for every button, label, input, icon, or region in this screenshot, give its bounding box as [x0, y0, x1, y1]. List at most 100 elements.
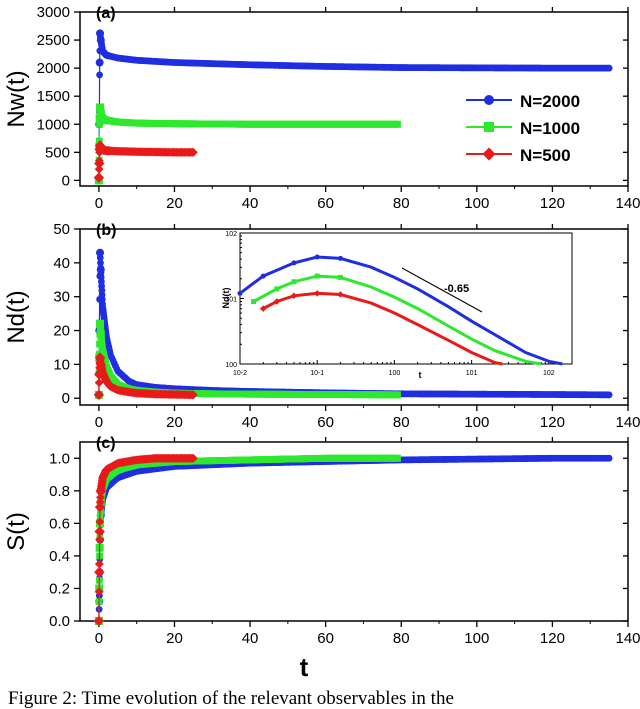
data-point — [95, 535, 104, 545]
data-point — [605, 64, 613, 72]
x-tick-label: 120 — [540, 195, 565, 212]
panel-label: (c) — [96, 435, 116, 452]
legend-marker — [482, 147, 496, 161]
slope-annotation: -0.65 — [444, 283, 469, 295]
x-tick-label: 120 — [540, 630, 565, 647]
inset-y-tick-label: 101 — [225, 297, 237, 304]
inset-x-tick-label: 10-2 — [233, 370, 247, 377]
y-axis-label: Nw(t) — [3, 70, 30, 127]
y-tick-label: 1500 — [37, 88, 70, 105]
data-point — [94, 526, 105, 537]
legend-label: N=500 — [520, 146, 571, 165]
x-tick-label: 40 — [242, 414, 259, 431]
inset-y-tick-label: 100 — [225, 362, 237, 369]
data-point — [94, 378, 104, 388]
data-point — [96, 36, 105, 45]
data-point — [96, 109, 105, 118]
x-tick-label: 100 — [464, 414, 489, 431]
x-tick-label: 20 — [166, 630, 183, 647]
data-point — [394, 454, 401, 462]
data-point — [605, 454, 613, 462]
series-N=500 — [93, 352, 198, 401]
data-point — [97, 259, 104, 267]
series-N=1000 — [94, 103, 401, 185]
inset-data-point — [291, 260, 297, 266]
inset: 10-2 10-1 100 101 102 100 101 102 Nd(t) t -0.65 — [221, 231, 573, 380]
data-point — [96, 492, 105, 502]
series-N=2000 — [94, 454, 613, 625]
y-tick-label: 2500 — [37, 32, 70, 49]
inset-x-label: t — [419, 370, 422, 380]
data-point — [96, 248, 105, 257]
inset-series-N=1000 — [251, 273, 542, 366]
data-point — [394, 120, 401, 128]
data-point — [95, 58, 104, 67]
y-tick-label: 0.4 — [49, 548, 70, 565]
inset-data-point — [251, 298, 257, 304]
inset-y-tick-label: 102 — [225, 231, 237, 238]
legend-label: N=2000 — [520, 92, 580, 111]
y-tick-label: 0 — [62, 172, 70, 189]
x-tick-label: 60 — [317, 414, 334, 431]
inset-x-tick-label: 101 — [466, 370, 478, 377]
panel-b: 0 20 40 60 80 100 120 140 0 10 20 30 40 50 Nd(t) (b) — [3, 221, 640, 431]
y-tick-label: 0 — [62, 390, 70, 407]
slope-reference-line — [401, 267, 483, 313]
series-line — [98, 457, 398, 622]
data-point — [96, 71, 103, 79]
inset-data-point — [274, 286, 280, 292]
inset-data-point — [314, 254, 320, 260]
legend-label: N=1000 — [520, 119, 580, 138]
panel-c: 0 20 40 60 80 100 120 140 0.0 0.2 0.4 0.6 0.8 1.0 S(t)… — [3, 435, 640, 682]
inset-x-tick-label: 10-1 — [310, 370, 324, 377]
x-tick-label: 60 — [317, 630, 334, 647]
data-point — [95, 143, 106, 154]
y-tick-label: 50 — [53, 221, 70, 238]
inset-data-point — [337, 255, 343, 261]
x-tick-label: 140 — [615, 414, 640, 431]
figure: 0 20 40 60 80 100 120 1400500100015002000250030… — [3, 4, 640, 682]
inset-frame — [239, 232, 573, 365]
x-tick-label: 80 — [393, 630, 410, 647]
y-tick-label: 2000 — [37, 60, 70, 77]
inset-series-line — [239, 255, 563, 366]
inset-data-point — [259, 305, 267, 312]
data-point — [94, 352, 106, 363]
panel-label: (b) — [96, 222, 116, 239]
data-point — [94, 164, 104, 174]
inset-data-point — [313, 290, 321, 297]
data-point — [95, 485, 106, 497]
y-tick-label: 1000 — [37, 116, 70, 133]
figure-caption: Figure 2: Time evolution of the relevant… — [8, 688, 454, 709]
data-point — [188, 453, 198, 463]
x-axis-label: t — [300, 652, 309, 682]
x-tick-label: 0 — [95, 195, 103, 212]
y-tick-label: 3000 — [37, 4, 70, 21]
data-point — [94, 501, 106, 513]
data-point — [96, 319, 105, 328]
inset-x-tick-label: 100 — [389, 370, 401, 377]
x-tick-label: 80 — [393, 195, 410, 212]
y-tick-label: 0.8 — [49, 483, 70, 500]
plot-frame — [79, 441, 629, 622]
data-point — [93, 172, 105, 183]
inset-data-point — [314, 273, 320, 279]
legend-marker — [484, 122, 494, 132]
y-tick-label: 500 — [45, 144, 70, 161]
panel-label: (a) — [96, 5, 116, 22]
inset-x-tick-label: 102 — [543, 370, 555, 377]
x-tick-label: 100 — [464, 195, 489, 212]
x-tick-label: 0 — [95, 414, 103, 431]
inset-series-N=500 — [259, 290, 503, 366]
series-N=2000 — [94, 29, 613, 185]
x-tick-label: 120 — [540, 414, 565, 431]
inset-y-label: Nd(t) — [221, 288, 231, 309]
plot-frame — [79, 11, 629, 187]
series-N=1000 — [94, 454, 401, 625]
y-tick-label: 30 — [53, 289, 70, 306]
data-point — [605, 391, 613, 399]
data-point — [94, 587, 104, 597]
legend: N=2000 N=1000 N=500 — [466, 92, 580, 165]
data-point — [188, 147, 198, 157]
series-N=500 — [93, 453, 198, 627]
